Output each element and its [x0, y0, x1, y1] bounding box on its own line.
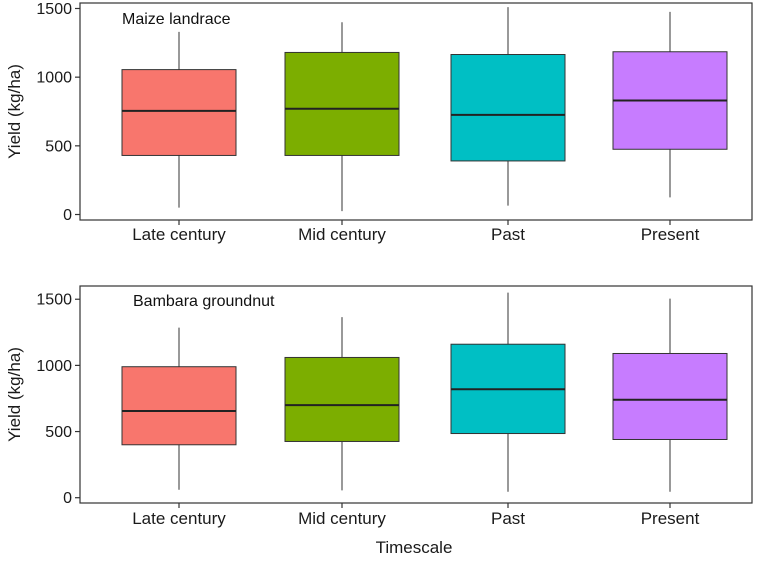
x-tick-label: Mid century	[298, 509, 386, 528]
x-tick-label: Past	[491, 225, 525, 244]
y-axis-title: Yield (kg/ha)	[5, 64, 24, 159]
x-tick-label: Past	[491, 509, 525, 528]
y-tick-label: 1000	[36, 70, 72, 87]
x-axis-title: Timescale	[376, 538, 453, 557]
box-present	[612, 298, 728, 492]
box-late-century	[121, 327, 237, 490]
box-body	[612, 352, 728, 440]
panel-title: Bambara groundnut	[133, 293, 275, 310]
y-tick-label: 1500	[36, 1, 72, 18]
y-tick-label: 0	[63, 490, 72, 507]
x-tick-label: Present	[641, 225, 700, 244]
box-body	[121, 69, 237, 156]
box-mid-century	[284, 22, 400, 212]
box-body	[284, 51, 400, 156]
box-mid-century	[284, 317, 400, 491]
x-tick-label: Mid century	[298, 225, 386, 244]
y-tick-label: 0	[63, 207, 72, 224]
box-past	[450, 7, 566, 206]
box-past	[450, 292, 566, 492]
x-tick-label: Late century	[132, 225, 226, 244]
y-tick-label: 1000	[36, 358, 72, 375]
box-body	[121, 366, 237, 446]
panel-maize-landrace: 0 500 1000 1500 Yield (kg/ha) Maize landrace L…	[5, 1, 753, 244]
x-tick-label: Present	[641, 509, 700, 528]
box-body	[450, 54, 566, 162]
y-tick-label: 500	[45, 138, 72, 155]
x-tick-label: Late century	[132, 509, 226, 528]
panel-title: Maize landrace	[122, 11, 231, 28]
box-late-century	[121, 31, 237, 208]
panel-bambara-groundnut: 0 500 1000 1500 Yield (kg/ha) Bambara groundn…	[5, 285, 753, 528]
y-tick-label: 500	[45, 424, 72, 441]
y-axis-title: Yield (kg/ha)	[5, 347, 24, 442]
box-present	[612, 11, 728, 198]
box-body	[284, 356, 400, 442]
y-tick-label: 1500	[36, 292, 72, 309]
